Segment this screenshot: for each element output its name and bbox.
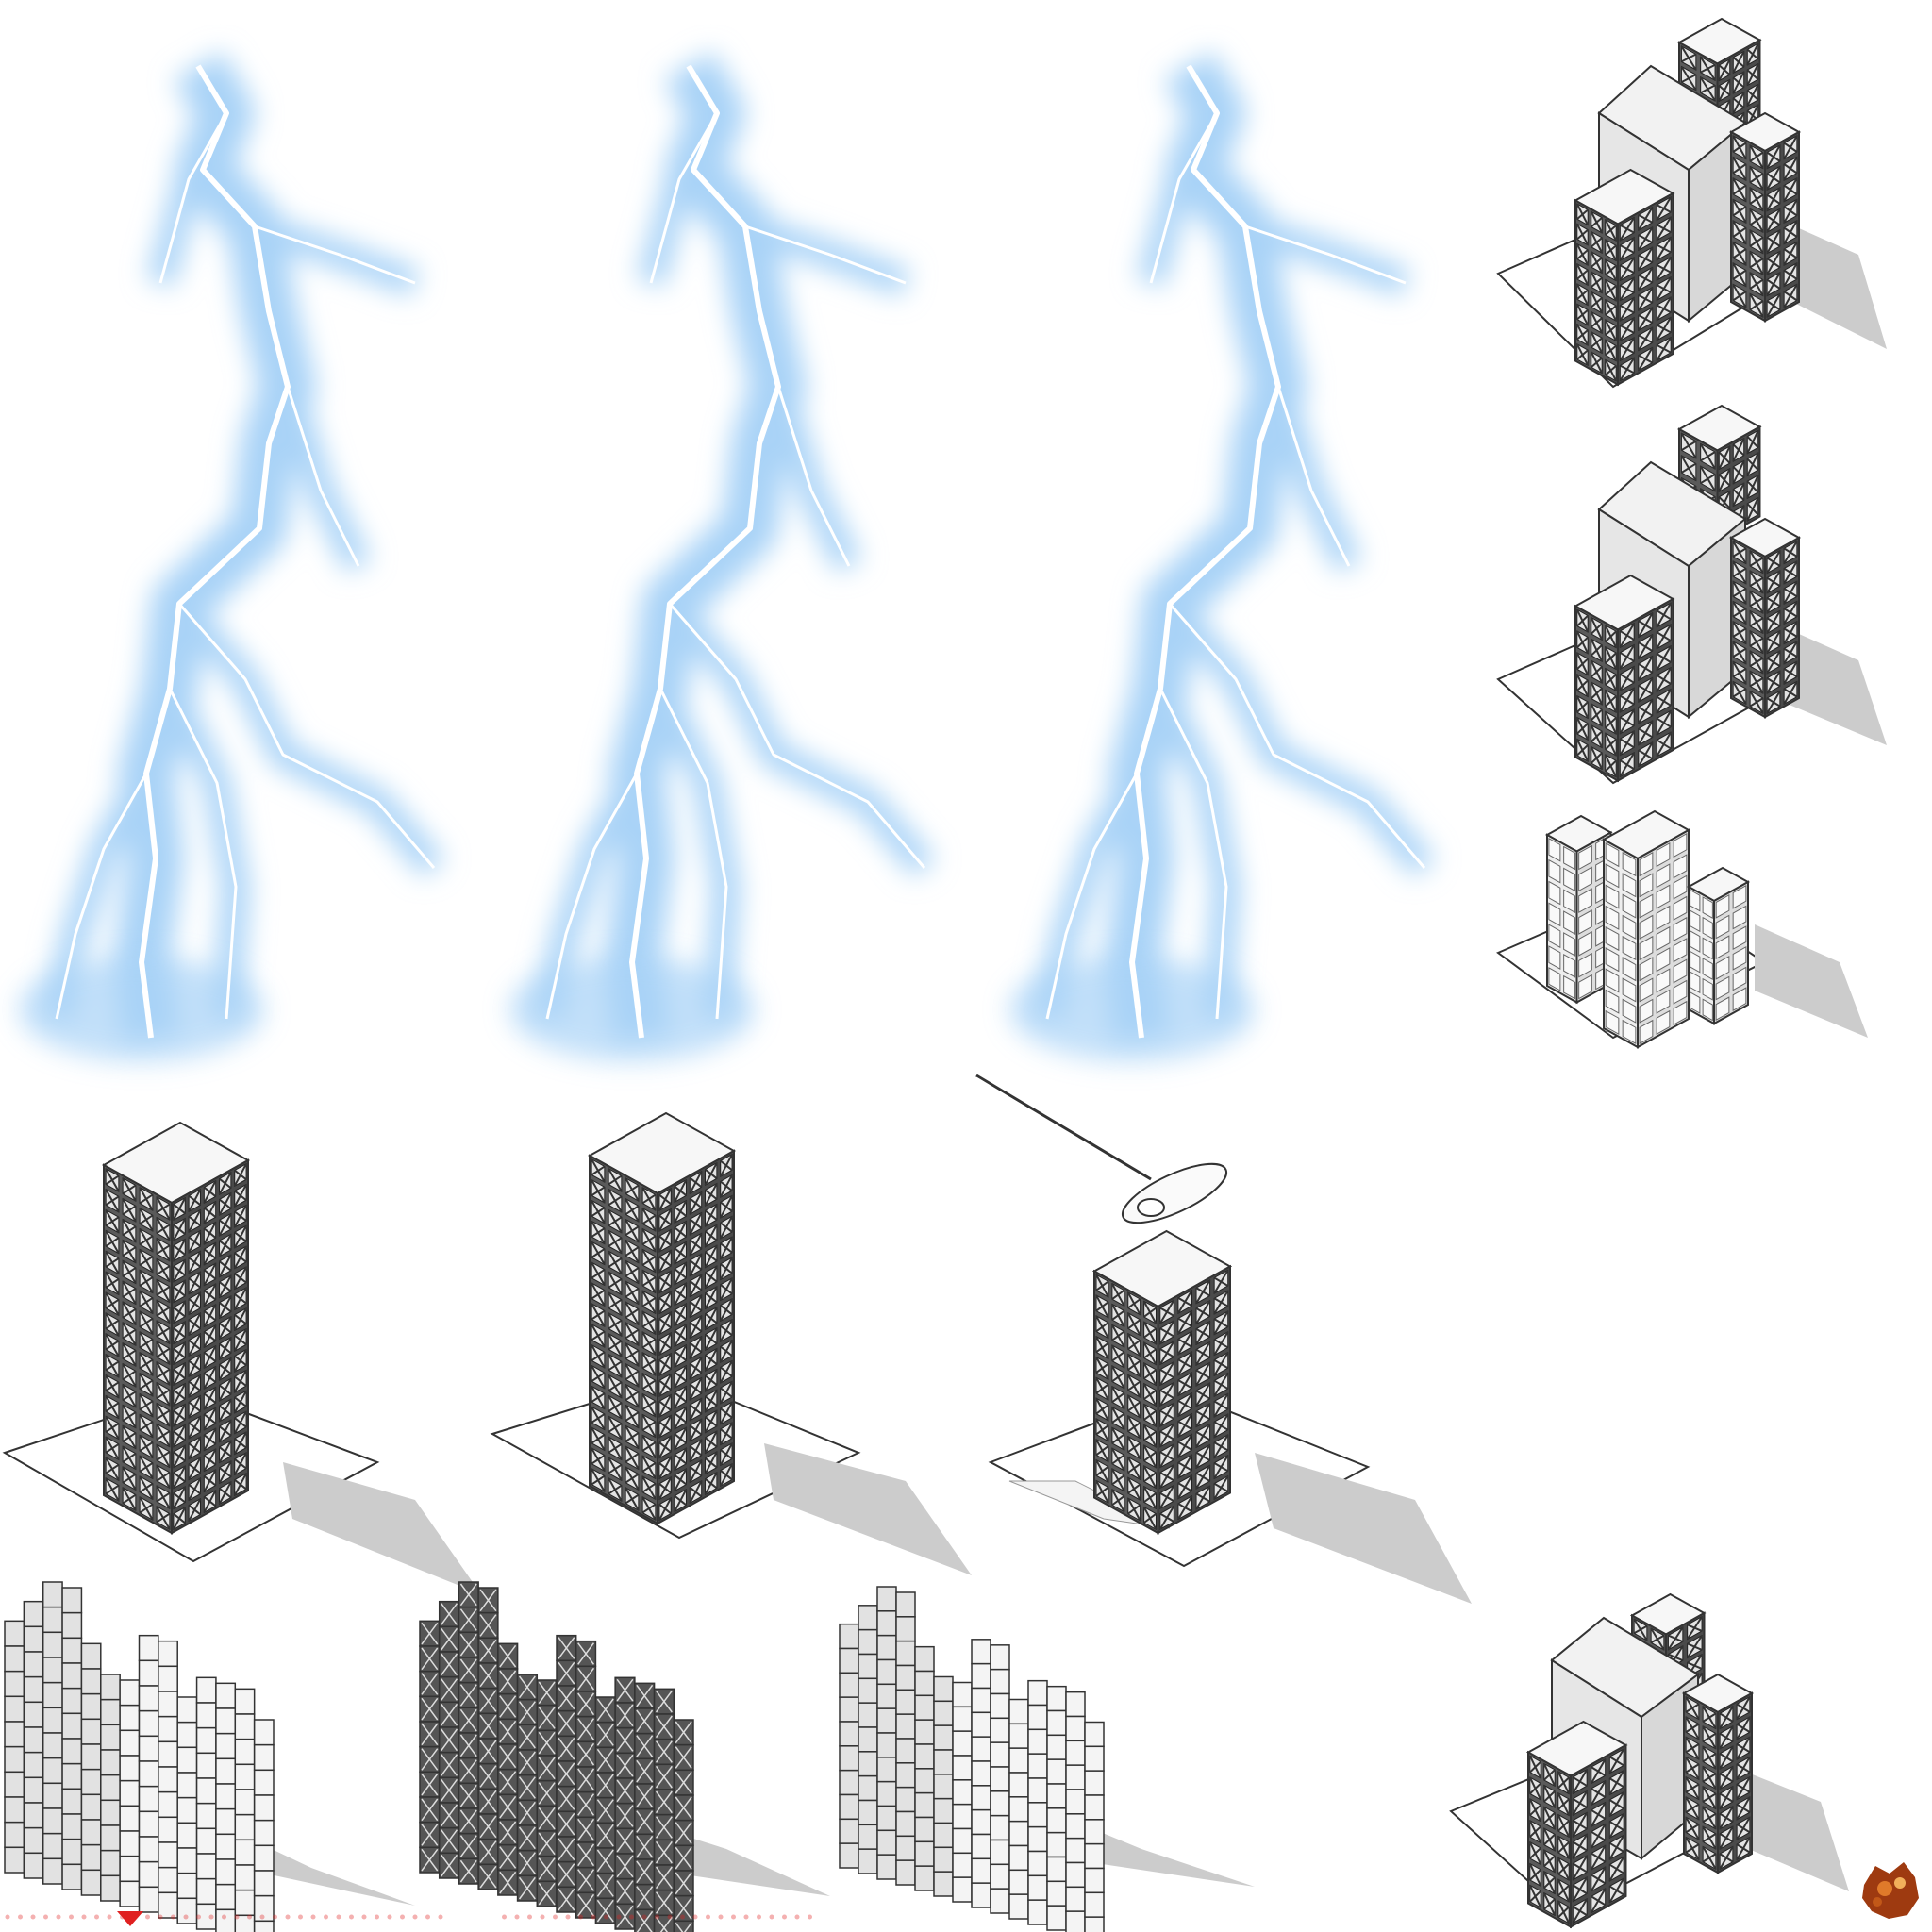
- marker-triangle-icon: [115, 1909, 145, 1928]
- lightning-bolt-icon: [1009, 51, 1436, 1061]
- building-icon: [1496, 17, 1887, 389]
- building-icon: [490, 1111, 972, 1575]
- building-icon: [1496, 809, 1868, 1049]
- building-icon: [1496, 404, 1887, 785]
- lattice-complex-damaged: [1443, 1566, 1896, 1929]
- wall-ruin-light: [0, 1566, 425, 1932]
- fire-debris-icon: [1857, 1857, 1924, 1924]
- wall-icon: [839, 1586, 1255, 1932]
- lattice-complex-open: [1491, 9, 1932, 406]
- lightning-bolt-icon: [19, 51, 445, 1061]
- wall-ruin-lattice: [415, 1566, 840, 1932]
- lightning-bolt-frame-2: [491, 38, 981, 1075]
- lightning-bolt-frame-3: [991, 38, 1481, 1075]
- wall-icon: [419, 1581, 830, 1932]
- lattice-tower-with-airship: [972, 1066, 1481, 1604]
- apartment-block: [1491, 792, 1932, 1075]
- lattice-tower-notched-open: [490, 1066, 981, 1575]
- lattice-complex-roofed: [1491, 396, 1932, 792]
- building-icon: [1449, 1592, 1849, 1929]
- lightning-bolt-frame-1: [0, 38, 491, 1075]
- building-icon: [975, 1074, 1472, 1604]
- lattice-tower-tall-open: [0, 1066, 491, 1594]
- wall-ruin-corner-light: [830, 1566, 1264, 1932]
- dots-icon: [5, 1914, 812, 1920]
- wall-icon: [4, 1581, 415, 1932]
- building-icon: [2, 1121, 481, 1594]
- marker-dots-strip: [0, 1906, 830, 1928]
- lightning-bolt-icon: [509, 51, 936, 1061]
